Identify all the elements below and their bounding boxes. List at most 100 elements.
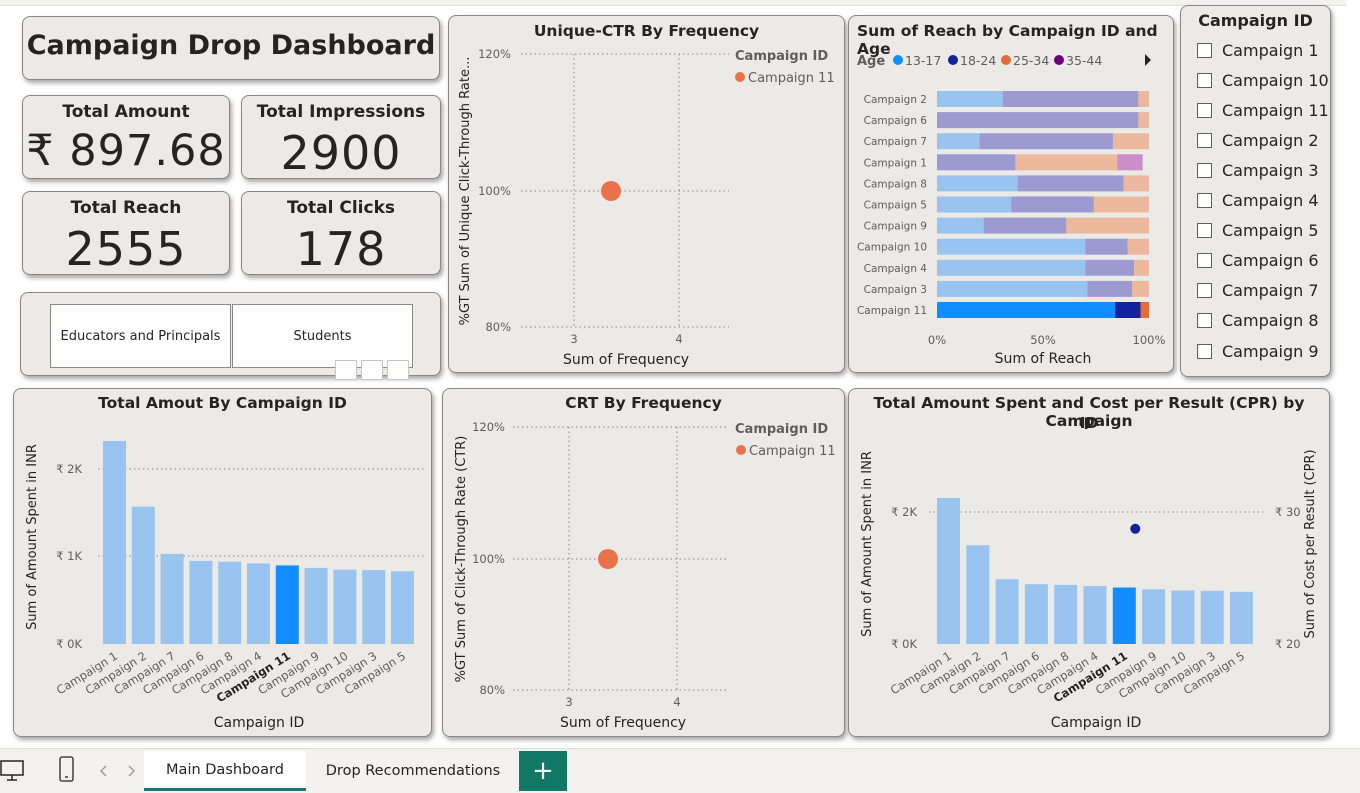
bar-campaign-7-18-24[interactable] bbox=[979, 133, 1113, 150]
slicer-item-campaign-4[interactable]: Campaign 4 bbox=[1197, 190, 1319, 212]
bar-campaign-5-25-34[interactable] bbox=[1093, 196, 1149, 213]
kpi-total-impressions[interactable]: Total Impressions 2900 bbox=[241, 95, 441, 180]
bar-campaign-7-25-34[interactable] bbox=[1112, 133, 1149, 150]
bar-campaign-10-13-17[interactable] bbox=[937, 238, 1086, 255]
bar-campaign-9-13-17[interactable] bbox=[937, 217, 984, 234]
checkbox[interactable] bbox=[1197, 193, 1212, 208]
unique-ctr-chart[interactable]: Unique-CTR By Frequency 120% 100% 80% 3 … bbox=[448, 15, 845, 373]
focus-mode-icon[interactable] bbox=[361, 360, 383, 380]
bar-campaign-2[interactable] bbox=[966, 545, 990, 644]
bar-campaign-5-18-24[interactable] bbox=[1011, 196, 1094, 213]
bar-campaign-8-25-34[interactable] bbox=[1123, 175, 1149, 192]
checkbox[interactable] bbox=[1197, 283, 1212, 299]
slicer-item-campaign-10[interactable]: Campaign 10 bbox=[1197, 69, 1329, 91]
bar-campaign-6-18-24[interactable] bbox=[937, 112, 1139, 129]
checkbox[interactable] bbox=[1197, 42, 1212, 58]
bar-campaign-6[interactable] bbox=[189, 560, 213, 644]
bar-campaign-9-25-34[interactable] bbox=[1066, 217, 1149, 234]
checkbox[interactable] bbox=[1197, 132, 1212, 148]
slicer-item-campaign-3[interactable]: Campaign 3 bbox=[1197, 159, 1319, 181]
reach-by-age-chart[interactable]: Sum of Reach by Campaign ID and Age Age … bbox=[848, 15, 1174, 373]
checkbox[interactable] bbox=[1197, 162, 1212, 178]
bar-campaign-7-13-17[interactable] bbox=[937, 133, 980, 150]
bar-campaign-10-18-24[interactable] bbox=[1085, 238, 1128, 255]
bar-campaign-4[interactable] bbox=[247, 563, 270, 645]
bar-campaign-10[interactable] bbox=[1171, 590, 1195, 644]
bar-campaign-4-13-17[interactable] bbox=[937, 259, 1086, 276]
mobile-view-icon[interactable] bbox=[57, 756, 77, 784]
bar-campaign-1-35-44[interactable] bbox=[1117, 154, 1143, 171]
chevron-right-icon[interactable] bbox=[125, 764, 137, 778]
bar-campaign-11[interactable] bbox=[1112, 587, 1136, 644]
bar-campaign-2-25-34[interactable] bbox=[1138, 91, 1149, 107]
audience-option-students[interactable]: Students bbox=[232, 304, 413, 368]
checkbox[interactable] bbox=[1197, 223, 1212, 239]
checkbox[interactable] bbox=[1197, 102, 1212, 118]
slicer-item-campaign-8[interactable]: Campaign 8 bbox=[1197, 310, 1319, 332]
filter-icon[interactable] bbox=[335, 360, 357, 380]
tab-drop-recommendations[interactable]: Drop Recommendations bbox=[325, 763, 501, 779]
bar-campaign-1-18-24[interactable] bbox=[937, 154, 1016, 171]
amount-cpr-chart[interactable]: Total Amount Spent and Cost per Result (… bbox=[848, 388, 1330, 737]
slicer-item-campaign-9[interactable]: Campaign 9 bbox=[1197, 340, 1319, 362]
bar-campaign-3-25-34[interactable] bbox=[1132, 280, 1149, 297]
chevron-left-icon[interactable] bbox=[98, 764, 110, 778]
cpr-point[interactable] bbox=[1130, 523, 1141, 534]
bar-campaign-8[interactable] bbox=[218, 561, 242, 644]
bar-campaign-1[interactable] bbox=[103, 441, 126, 644]
bar-campaign-3-13-17[interactable] bbox=[937, 280, 1088, 297]
bar-campaign-8-18-24[interactable] bbox=[1017, 175, 1124, 192]
slicer-item-campaign-7[interactable]: Campaign 7 bbox=[1197, 280, 1319, 302]
slicer-item-campaign-2[interactable]: Campaign 2 bbox=[1197, 129, 1319, 151]
bar-campaign-7[interactable] bbox=[995, 579, 1019, 644]
bar-campaign-7[interactable] bbox=[160, 553, 184, 644]
bar-campaign-4[interactable] bbox=[1083, 586, 1107, 644]
bar-campaign-1-25-34[interactable] bbox=[1015, 154, 1118, 171]
bar-campaign-10-25-34[interactable] bbox=[1127, 238, 1149, 255]
bar-campaign-4-18-24[interactable] bbox=[1085, 259, 1135, 276]
bar-campaign-9[interactable] bbox=[1142, 589, 1166, 644]
bar-campaign-11-18-24[interactable] bbox=[1115, 302, 1141, 318]
more-options-icon[interactable] bbox=[387, 360, 409, 380]
bar-campaign-5[interactable] bbox=[1230, 591, 1253, 644]
data-point-campaign-11[interactable] bbox=[601, 181, 621, 201]
slicer-item-campaign-1[interactable]: Campaign 1 bbox=[1197, 39, 1319, 61]
checkbox[interactable] bbox=[1197, 72, 1212, 88]
audience-option-educators[interactable]: Educators and Principals bbox=[50, 304, 231, 368]
bar-campaign-9[interactable] bbox=[304, 567, 328, 644]
slicer-item-campaign-6[interactable]: Campaign 6 bbox=[1197, 250, 1319, 272]
kpi-total-reach[interactable]: Total Reach 2555 bbox=[22, 191, 230, 276]
crt-chart[interactable]: CRT By Frequency 120% 100% 80% 3 4 Sum o… bbox=[442, 388, 845, 737]
bar-campaign-1[interactable] bbox=[937, 498, 960, 644]
data-point-campaign-11[interactable] bbox=[598, 549, 618, 569]
bar-campaign-5-13-17[interactable] bbox=[937, 196, 1012, 213]
slicer-item-campaign-11[interactable]: Campaign 11 bbox=[1197, 99, 1329, 121]
bar-campaign-3[interactable] bbox=[362, 570, 386, 644]
bar-campaign-11[interactable] bbox=[275, 565, 299, 644]
bar-campaign-4-25-34[interactable] bbox=[1134, 259, 1149, 276]
bar-campaign-3-18-24[interactable] bbox=[1087, 280, 1133, 297]
bar-campaign-6-25-34[interactable] bbox=[1138, 112, 1149, 129]
add-page-button[interactable]: + bbox=[519, 751, 567, 791]
bar-campaign-5[interactable] bbox=[391, 571, 414, 644]
amount-by-campaign-chart[interactable]: Total Amout By Campaign ID ₹ 2K ₹ 1K ₹ 0… bbox=[13, 388, 432, 737]
checkbox[interactable] bbox=[1197, 313, 1212, 329]
slicer-item-campaign-5[interactable]: Campaign 5 bbox=[1197, 220, 1319, 242]
bar-campaign-11-13-17[interactable] bbox=[937, 302, 1116, 318]
bar-campaign-3[interactable] bbox=[1200, 590, 1224, 644]
bar-campaign-8[interactable] bbox=[1054, 584, 1078, 644]
kpi-total-amount[interactable]: Total Amount ₹ 897.68 bbox=[22, 95, 230, 179]
bar-campaign-9-18-24[interactable] bbox=[983, 217, 1067, 234]
bar-campaign-2-18-24[interactable] bbox=[1002, 91, 1139, 107]
desktop-view-icon[interactable] bbox=[0, 759, 26, 783]
tab-main-dashboard[interactable]: Main Dashboard bbox=[144, 751, 306, 791]
checkbox[interactable] bbox=[1197, 253, 1212, 269]
bar-campaign-2[interactable] bbox=[131, 506, 155, 644]
bar-campaign-8-13-17[interactable] bbox=[937, 175, 1018, 192]
bar-campaign-10[interactable] bbox=[333, 569, 357, 644]
bar-campaign-6[interactable] bbox=[1024, 584, 1048, 644]
bar-campaign-2-13-17[interactable] bbox=[937, 91, 1003, 107]
checkbox[interactable] bbox=[1197, 343, 1212, 359]
kpi-total-clicks[interactable]: Total Clicks 178 bbox=[241, 191, 441, 276]
bar-campaign-11-25-34[interactable] bbox=[1140, 302, 1149, 318]
